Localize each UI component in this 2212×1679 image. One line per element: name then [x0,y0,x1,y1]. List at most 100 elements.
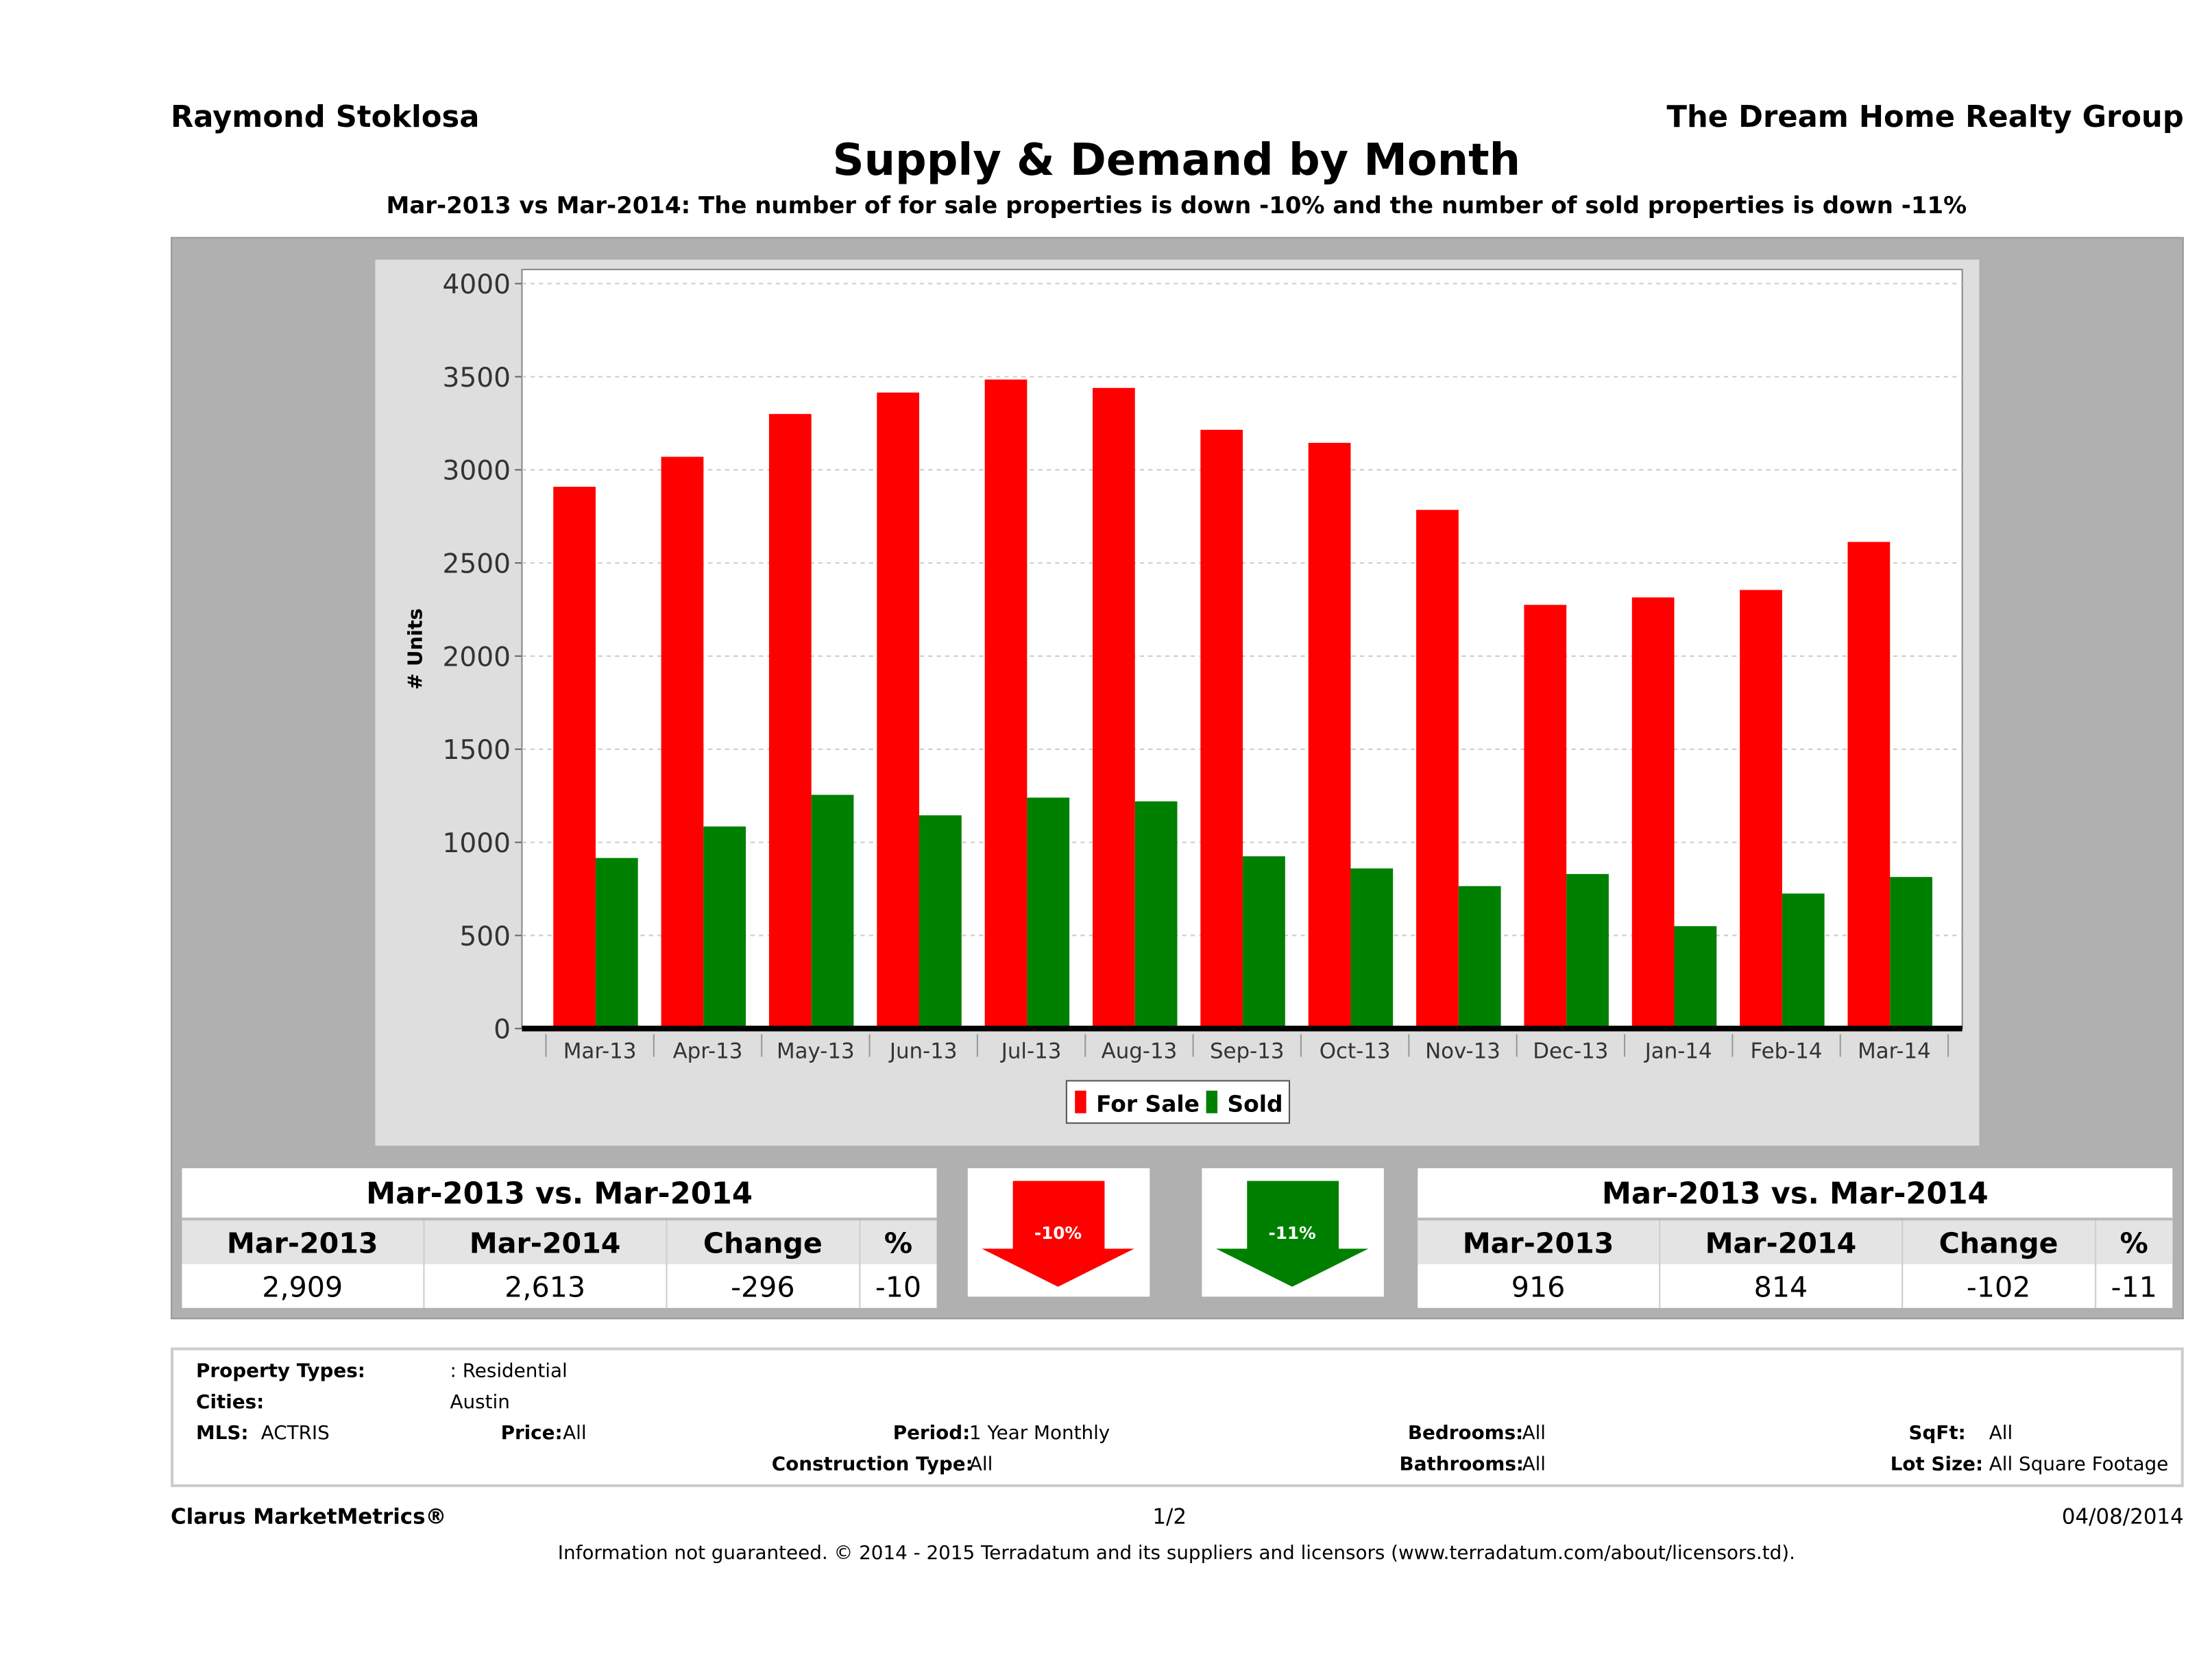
y-tick-label: 2000 [442,642,511,673]
sold-change-label: -11% [1268,1223,1315,1243]
value: All Square Footage [1989,1453,2169,1476]
cell: 2,613 [424,1264,668,1308]
bar-sold [1782,893,1825,1029]
bar-for-sale [1740,590,1782,1029]
label: Period: [892,1422,971,1445]
bar-sold [1458,886,1501,1029]
bar-for-sale [1847,542,1891,1029]
cell: -296 [666,1264,860,1308]
bar-sold [1027,797,1070,1029]
col-header: Mar-2014 [1659,1219,1904,1264]
cell: -10 [875,1269,922,1303]
value: : Residential [450,1360,568,1383]
x-tick-label: Mar-14 [1858,1039,1931,1064]
label: Lot Size: [1890,1453,1984,1476]
cell: 814 [1659,1264,1904,1308]
col-header: Mar-2013 [1418,1219,1660,1264]
sold-comparison-table: Mar-2013 vs. Mar-2014 Mar-2013 Mar-2014 Ch… [1418,1168,2173,1308]
value: All [1522,1453,1546,1476]
legend [1065,1080,1291,1124]
for-sale-change-label: -10% [1034,1223,1082,1243]
legend-label: For Sale [1096,1091,1200,1118]
col-header: % [859,1219,937,1264]
value: 1 Year Monthly [969,1422,1110,1445]
bar-sold [1243,856,1285,1029]
bar-for-sale [553,487,596,1029]
bar-sold [595,858,638,1029]
y-tick-label: 4000 [442,269,511,300]
value: All [969,1453,993,1476]
label: Price: [500,1422,563,1445]
bar-for-sale [661,457,704,1029]
label: Cities: [196,1391,265,1414]
x-tick-label: Nov-13 [1425,1039,1500,1064]
page-number: 1/2 [1152,1503,1187,1530]
bar-sold [703,826,746,1029]
disclaimer: Information not guaranteed. © 2014 - 201… [557,1542,1795,1565]
x-tick-label: Dec-13 [1533,1039,1608,1064]
for-sale-arrow-box: -10% [967,1168,1150,1297]
value: All [563,1422,587,1445]
y-tick-label: 2500 [442,549,511,580]
bar-sold [811,795,854,1029]
bar-for-sale [877,392,920,1029]
table-title: Mar-2013 vs. Mar-2014 [182,1168,937,1221]
y-tick-label: 500 [459,921,511,952]
bar-for-sale [1093,387,1135,1029]
label: Bedrooms: [1407,1422,1524,1445]
filter-info-box: Property Types: : Residential Cities: Au… [171,1347,2184,1488]
legend-label: Sold [1227,1091,1283,1118]
cell: -11 [2111,1269,2157,1303]
x-tick-label: Jan-14 [1644,1039,1712,1064]
col-header: Mar-2013 [182,1219,425,1264]
value: Austin [450,1391,510,1414]
x-tick-label: Sep-13 [1210,1039,1285,1064]
y-tick-label: 1000 [442,828,511,859]
bar-sold [1890,877,1932,1029]
brand: Clarus MarketMetrics® [171,1503,447,1530]
x-tick-label: Oct-13 [1320,1039,1391,1064]
x-tick-label: May-13 [777,1039,855,1064]
agent-name: Raymond Stoklosa [171,100,480,134]
table-title: Mar-2013 vs. Mar-2014 [1418,1168,2173,1221]
legend-swatch-sold [1206,1090,1218,1113]
x-tick-label: Mar-13 [563,1039,637,1064]
label: Bathrooms: [1399,1453,1524,1476]
legend-swatch-for-sale [1075,1090,1086,1113]
down-arrow-icon: -10% [982,1181,1134,1287]
bar-for-sale [1524,605,1567,1029]
x-tick-label: Apr-13 [673,1039,743,1064]
for-sale-comparison-table: Mar-2013 vs. Mar-2014 Mar-2013 Mar-2014 Ch… [182,1168,937,1308]
col-header: Change [666,1219,860,1264]
y-tick-label: 3000 [442,456,511,487]
bar-for-sale [768,413,812,1029]
x-tick-label: Jun-13 [888,1039,958,1064]
page-subtitle: Mar-2013 vs Mar-2014: The number of for … [386,191,1967,219]
x-tick-label: Feb-14 [1751,1039,1823,1064]
company-name: The Dream Home Realty Group [1666,100,2184,134]
sold-arrow-box: -11% [1202,1168,1384,1297]
x-tick-label: Aug-13 [1102,1039,1178,1064]
cell: -102 [1902,1264,2096,1308]
y-tick-label: 3500 [442,363,511,394]
value: All [1522,1422,1546,1445]
report-date: 04/08/2014 [2061,1503,2184,1530]
value: ACTRIS [260,1422,330,1445]
label: Property Types: [196,1360,365,1383]
bar-chart: 0 500 1000 1500 2000 2500 3000 3500 4000 # Units M… [403,269,1963,1124]
col-header: Change [1902,1219,2096,1264]
x-tick-label: Jul-13 [1000,1039,1062,1064]
label: Construction Type: [771,1453,973,1476]
bar-sold [919,815,962,1029]
y-tick-label: 0 [494,1015,511,1046]
bar-for-sale [984,379,1028,1029]
y-tick-label: 1500 [442,735,511,766]
bar-sold [1566,873,1609,1029]
label: MLS: [196,1422,249,1445]
cell: 916 [1418,1264,1660,1308]
bar-for-sale [1200,429,1243,1029]
value: All [1989,1422,2013,1445]
col-header: Mar-2014 [424,1219,668,1264]
bar-sold [1134,801,1178,1029]
